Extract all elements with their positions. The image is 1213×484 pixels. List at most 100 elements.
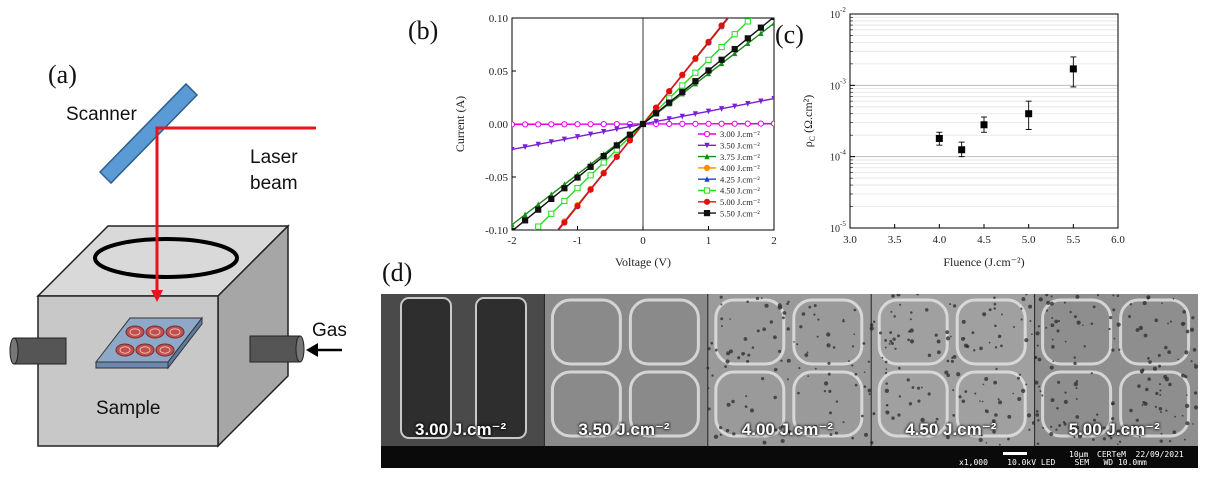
- sem-caption: 3.00 J.cm⁻²: [415, 420, 507, 439]
- sem-pore: [1038, 385, 1041, 388]
- sem-texture: [550, 370, 622, 438]
- sem-pore: [769, 320, 774, 324]
- sem-pore: [778, 426, 783, 430]
- sem-pore: [934, 333, 938, 337]
- data-point: [1069, 65, 1077, 73]
- sem-pore: [961, 399, 966, 404]
- sem-pore: [1063, 422, 1067, 426]
- sem-pore: [993, 296, 996, 300]
- sem-pore: [950, 359, 954, 363]
- series-point: [705, 38, 712, 45]
- sem-pore: [1070, 431, 1072, 434]
- sem-pore: [898, 395, 902, 398]
- sem-pore: [746, 300, 749, 304]
- sem-pore: [1073, 356, 1077, 359]
- sem-pore: [853, 333, 856, 336]
- series-point: [535, 141, 541, 148]
- sem-pore: [729, 318, 731, 320]
- series-point: [679, 120, 686, 127]
- sem-pore: [773, 367, 778, 372]
- sem-pore: [927, 392, 931, 396]
- data-point: [1025, 110, 1033, 118]
- sem-pore: [884, 388, 890, 393]
- sem-pore: [1082, 324, 1084, 327]
- sem-pore: [867, 388, 872, 393]
- sem-pore: [719, 295, 723, 299]
- sem-pore: [909, 339, 915, 344]
- sem-pore: [1039, 390, 1042, 393]
- sem-pore: [851, 364, 854, 367]
- sem-pore: [992, 429, 996, 434]
- series-point: [601, 129, 607, 135]
- series-point: [757, 120, 764, 127]
- series-point: [744, 120, 751, 127]
- sem-pore: [1157, 353, 1161, 357]
- sem-pore: [745, 395, 748, 398]
- sem-info-bar: [381, 446, 1198, 468]
- sem-pore: [889, 339, 893, 343]
- sem-pore: [1169, 320, 1172, 323]
- series-point: [523, 269, 528, 274]
- x-tick-label: 1: [706, 235, 712, 247]
- sample-spot: [125, 325, 145, 339]
- series-point: [653, 110, 660, 117]
- sem-pore: [964, 390, 968, 393]
- series-point: [732, 6, 737, 11]
- sem-pore: [878, 331, 882, 335]
- series-point: [705, 120, 712, 127]
- sem-pore: [746, 359, 750, 363]
- series-point: [548, 195, 555, 203]
- sem-pore: [963, 343, 968, 348]
- sem-pore: [993, 302, 997, 306]
- sem-pore: [1035, 413, 1040, 417]
- sem-pore: [1055, 428, 1058, 431]
- sem-pore: [1142, 400, 1146, 404]
- series-point: [587, 186, 594, 193]
- sem-pore: [920, 417, 925, 423]
- series-point: [613, 142, 620, 149]
- label-laser-beam: Laser beam: [250, 147, 298, 194]
- legend-label: 3.00 J.cm⁻²: [720, 129, 760, 139]
- series-point: [561, 136, 567, 143]
- sem-images: [381, 294, 1198, 468]
- sem-pore: [764, 303, 769, 308]
- sem-pore: [1018, 373, 1022, 376]
- sem-pore: [890, 341, 894, 345]
- series-point: [548, 139, 554, 145]
- sem-pore: [711, 374, 714, 377]
- series-point: [731, 120, 738, 127]
- sem-pore: [982, 312, 987, 317]
- sem-pore: [950, 335, 952, 338]
- series-point: [522, 144, 528, 150]
- sem-pore: [920, 386, 923, 389]
- series-point: [758, 98, 764, 105]
- sem-pore: [851, 436, 855, 440]
- sem-pore: [1076, 320, 1081, 325]
- sem-pore: [744, 405, 748, 408]
- sem-pore: [1075, 415, 1080, 419]
- panel-label-c: (c): [775, 20, 804, 49]
- y-axis-label: ρC (Ω.cm²): [801, 95, 817, 148]
- sem-texture: [714, 298, 786, 366]
- sem-pore: [1168, 440, 1172, 443]
- sem-pore: [1184, 350, 1189, 355]
- sem-pore: [1138, 325, 1143, 331]
- series-point: [522, 217, 529, 224]
- series-point: [587, 163, 594, 170]
- legend-marker: [703, 210, 711, 217]
- sem-pore: [1075, 425, 1080, 430]
- sem-pore: [1056, 406, 1059, 410]
- sem-pore: [1129, 408, 1133, 413]
- sem-pore: [1161, 302, 1163, 305]
- sem-pore: [796, 343, 799, 346]
- sem-pore: [806, 351, 809, 354]
- sem-pore: [916, 294, 920, 296]
- sem-pore: [1069, 310, 1072, 314]
- legend-label: 4.25 J.cm⁻²: [720, 174, 760, 184]
- sem-pore: [719, 433, 722, 436]
- gas-arrow-icon: [306, 343, 318, 357]
- y-tick-label: -0.10: [485, 225, 508, 237]
- sem-pore: [781, 316, 785, 320]
- legend-marker: [703, 198, 711, 205]
- sem-pore: [853, 308, 857, 312]
